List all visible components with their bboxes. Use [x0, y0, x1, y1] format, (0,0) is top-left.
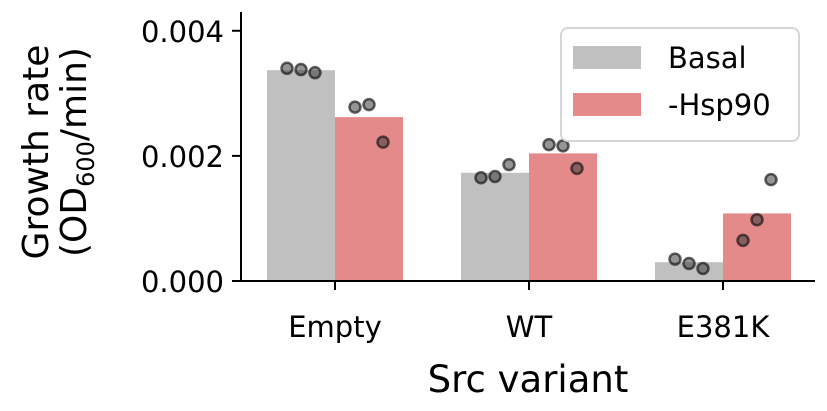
- x-axis-label: Src variant: [428, 358, 629, 401]
- bar-basal-empty: [267, 70, 335, 281]
- data-point-hsp90-empty: [376, 135, 390, 149]
- y-axis-label-suffix: /min): [54, 47, 95, 141]
- y-tick-label: 0.002: [141, 140, 224, 174]
- data-point-hsp90-e381k: [764, 172, 778, 187]
- bar-hsp90-empty: [335, 117, 403, 281]
- y-axis-label-prefix: (OD: [54, 187, 95, 257]
- legend-label-hsp90: -Hsp90: [668, 88, 771, 122]
- y-tick-label: 0.004: [141, 15, 224, 49]
- data-point-basal-e381k: [682, 256, 696, 271]
- data-point-basal-wt: [488, 169, 502, 184]
- data-point-basal-empty: [308, 65, 322, 80]
- data-point-hsp90-empty: [362, 97, 376, 112]
- bars-layer: [267, 70, 791, 281]
- y-tick-label: 0.000: [141, 265, 224, 299]
- data-point-basal-empty: [280, 61, 294, 76]
- data-point-basal-wt: [502, 157, 516, 172]
- bar-hsp90-wt: [529, 153, 597, 281]
- data-point-hsp90-e381k: [736, 233, 750, 248]
- points-layer: [280, 61, 778, 276]
- data-point-basal-e381k: [696, 261, 710, 276]
- x-tick-label-wt: WT: [506, 310, 553, 344]
- legend-swatch-basal: [573, 46, 641, 69]
- legend-label-basal: Basal: [668, 41, 747, 75]
- y-ticks: 0.000 0.002 0.004: [141, 15, 241, 299]
- y-axis-label-line2: (OD600/min): [54, 47, 100, 257]
- data-point-hsp90-wt: [556, 139, 570, 153]
- data-point-hsp90-wt: [570, 161, 584, 176]
- legend-swatch-hsp90: [573, 93, 641, 116]
- data-point-hsp90-e381k: [750, 212, 764, 227]
- y-axis-label-line1: Growth rate: [16, 45, 57, 260]
- y-axis-label-subscript: 600: [72, 141, 100, 187]
- data-point-hsp90-empty: [348, 100, 362, 114]
- y-axis-label: Growth rate (OD600/min): [16, 45, 100, 260]
- x-tick-label-e381k: E381K: [677, 310, 771, 344]
- legend: Basal -Hsp90: [560, 27, 800, 142]
- data-point-hsp90-wt: [542, 137, 556, 152]
- x-tick-label-empty: Empty: [288, 310, 382, 344]
- data-point-basal-wt: [474, 171, 488, 185]
- data-point-basal-e381k: [668, 252, 682, 266]
- bar-basal-wt: [461, 172, 529, 281]
- data-point-basal-empty: [294, 62, 308, 77]
- x-ticks: Empty WT E381K: [288, 281, 770, 344]
